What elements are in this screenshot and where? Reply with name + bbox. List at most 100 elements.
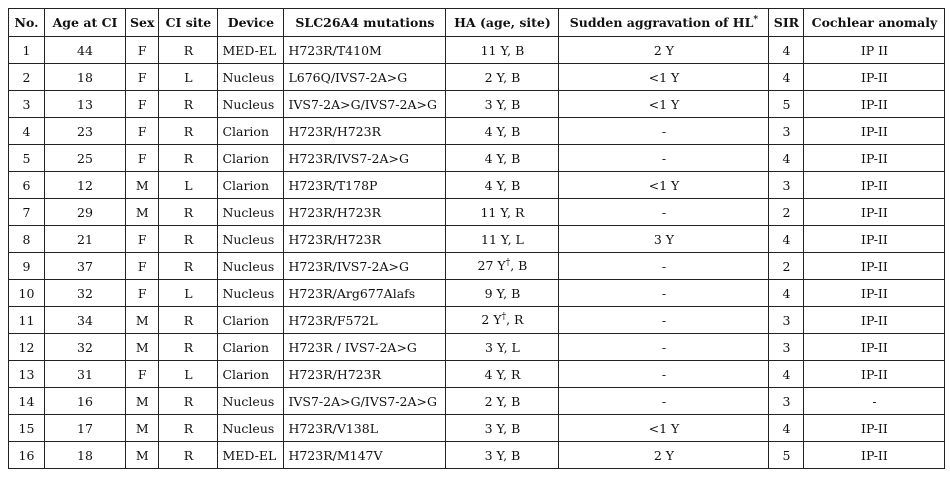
table-cell: 23 [44,117,126,145]
table-cell: 3 Y, B [445,414,560,442]
table-cell: H723R/H723R [283,117,447,145]
table-cell: 4 [768,144,805,172]
table-cell: R [158,252,219,280]
table-cell: - [558,279,770,307]
table-cell: 3 [768,387,805,415]
table-cell: IP-II [803,414,946,442]
table-cell: 14 [8,387,45,415]
table-cell: IP-II [803,198,946,226]
table-cell: 10 [8,279,45,307]
table-cell: IP II [803,36,946,64]
table-cell: 15 [8,414,45,442]
table-cell: 6 [8,171,45,199]
table-row: 10 32 F L Nucleus H723R/Arg677Alafs 9 Y, B -4 IP… [8,279,946,307]
table-cell: Nucleus [217,225,285,253]
column-header: Sex [124,8,160,37]
table-cell: H723R/M147V [283,441,447,469]
table-cell: 4 [768,414,805,442]
table-row: 3 13 F R Nucleus IVS7-2A>G/IVS7-2A>G 3 Y, B <1 … [8,90,946,118]
table-cell: 16 [8,441,45,469]
table-head: No. Age at CI Sex CI site Device SLC26A4 muta… [8,8,946,37]
column-header: SIR [768,8,805,37]
table-cell: M [124,306,160,334]
table-cell: <1 Y [558,414,770,442]
table-cell: 9 [8,252,45,280]
header-row: No. Age at CI Sex CI site Device SLC26A4 muta… [8,8,946,37]
table-cell: - [803,387,946,415]
table-cell: 29 [44,198,126,226]
table-cell: F [124,252,160,280]
table-cell: 3 [8,90,45,118]
table-cell: <1 Y [558,63,770,91]
table-cell: <1 Y [558,171,770,199]
table-cell: F [124,279,160,307]
table-cell: 13 [44,90,126,118]
table-cell: IP-II [803,63,946,91]
table-cell: IP-II [803,306,946,334]
table-cell: IP-II [803,441,946,469]
table-cell: 5 [768,90,805,118]
table-cell: M [124,333,160,361]
table-cell: - [558,333,770,361]
table-cell: 11 Y, R [445,198,560,226]
text-segment: 2 Y [481,312,502,328]
table-cell: 5 [768,441,805,469]
table-cell: 4 [8,117,45,145]
table-cell: 2 Y [558,36,770,64]
table-cell: IP-II [803,117,946,145]
table-cell: - [558,252,770,280]
table-cell: 2 Y, B [445,63,560,91]
table-cell: Nucleus [217,198,285,226]
table-cell: H723R/IVS7-2A>G [283,144,447,172]
table-cell: R [158,333,219,361]
table-cell: L676Q/IVS7-2A>G [283,63,447,91]
table-cell: 4 Y, B [445,117,560,145]
table-cell: 11 Y, L [445,225,560,253]
table-cell: 32 [44,279,126,307]
table-cell: H723R/H723R [283,225,447,253]
table-cell: - [558,387,770,415]
superscript: † [505,258,511,269]
column-header: Device [217,8,285,37]
table-cell: 27 Y†, B [445,252,560,280]
table-cell: R [158,144,219,172]
table-cell: IP-II [803,225,946,253]
table-cell: L [158,279,219,307]
table-cell: 21 [44,225,126,253]
column-header: CI site [158,8,219,37]
table-cell: 37 [44,252,126,280]
column-header: No. [8,8,45,37]
table-cell: F [124,360,160,388]
table-cell: L [158,360,219,388]
table-cell: 1 [8,36,45,64]
text-segment: , R [506,312,524,328]
table-cell: 11 [8,306,45,334]
table-cell: 4 [768,360,805,388]
table-cell: 7 [8,198,45,226]
table-cell: IVS7-2A>G/IVS7-2A>G [283,387,447,415]
table-cell: MED-EL [217,441,285,469]
table-cell: Nucleus [217,414,285,442]
table-cell: IP-II [803,279,946,307]
table-row: 6 12 M L Clarion H723R/T178P 4 Y, B <1 Y 3 IP-II [8,171,946,199]
table-cell: H723R/F572L [283,306,447,334]
column-header: SLC26A4 mutations [283,8,447,37]
table-cell: Clarion [217,171,285,199]
table-row: 12 32 M R Clarion H723R / IVS7-2A>G 3 Y, L -3 IP… [8,333,946,361]
table-cell: 3 Y, L [445,333,560,361]
superscript: * [753,14,759,25]
table-cell: H723R / IVS7-2A>G [283,333,447,361]
table-row: 15 17 M R Nucleus H723R/V138L 3 Y, B <1 Y 4 IP-II [8,414,946,442]
table-cell: 16 [44,387,126,415]
table-cell: R [158,198,219,226]
table-cell: R [158,225,219,253]
text-segment: Sudden aggravation of HL [569,15,754,31]
table-cell: H723R/H723R [283,198,447,226]
table-row: 14 16 M R Nucleus IVS7-2A>G/IVS7-2A>G 2 Y, B-3… [8,387,946,415]
table-cell: 4 [768,36,805,64]
table-cell: MED-EL [217,36,285,64]
table-cell: F [124,90,160,118]
